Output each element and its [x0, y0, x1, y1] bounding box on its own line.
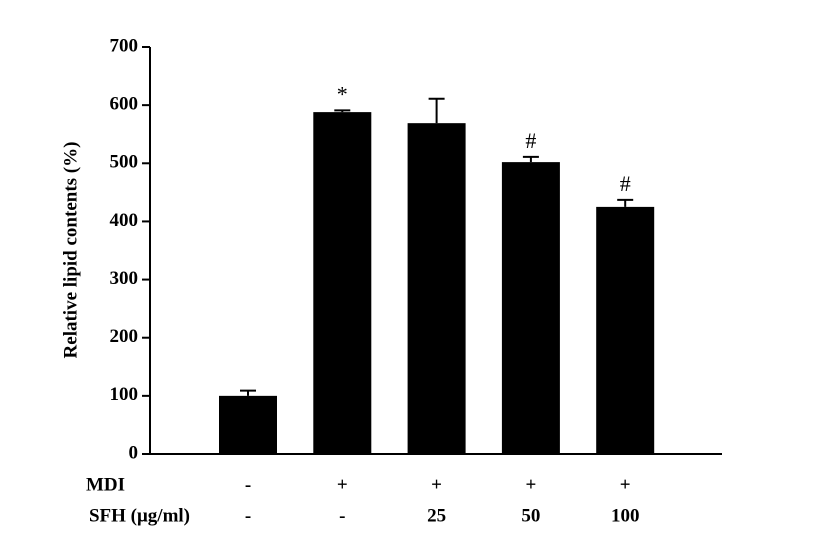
error-bar	[240, 389, 256, 396]
annotation: #	[620, 171, 631, 196]
table-cell: 100	[611, 505, 640, 526]
error-bar	[428, 97, 445, 124]
table-cell: 50	[521, 505, 540, 526]
table-cell: -	[245, 505, 251, 526]
bar	[219, 395, 277, 454]
error-bar	[334, 109, 351, 113]
table-cell: +	[337, 474, 348, 495]
y-axis-label: Relative lipid contents (%)	[60, 142, 81, 359]
bar	[501, 162, 560, 454]
y-tick-label: 500	[110, 152, 139, 173]
annotation: *	[337, 81, 348, 106]
table-cell: -	[339, 505, 345, 526]
table-cell: 25	[427, 505, 446, 526]
y-tick-label: 600	[110, 94, 139, 115]
table-cell: +	[431, 474, 442, 495]
table-cell: +	[620, 474, 631, 495]
y-tick-label: 300	[110, 268, 139, 289]
error-bar	[617, 198, 634, 207]
error-bar	[522, 155, 539, 163]
row-label: SFH (μg/ml)	[89, 505, 190, 526]
annotation: #	[525, 128, 536, 153]
y-tick-label: 400	[110, 210, 139, 231]
table-cell: +	[525, 474, 536, 495]
y-tick-label: 700	[110, 35, 139, 56]
row-label: MDI	[86, 474, 125, 495]
bar	[313, 112, 372, 455]
bar	[596, 206, 655, 454]
table-cell: -	[245, 474, 251, 495]
bar	[407, 123, 466, 454]
y-tick-label: 0	[129, 442, 139, 463]
y-tick-label: 200	[110, 326, 139, 347]
y-tick-label: 100	[110, 384, 139, 405]
